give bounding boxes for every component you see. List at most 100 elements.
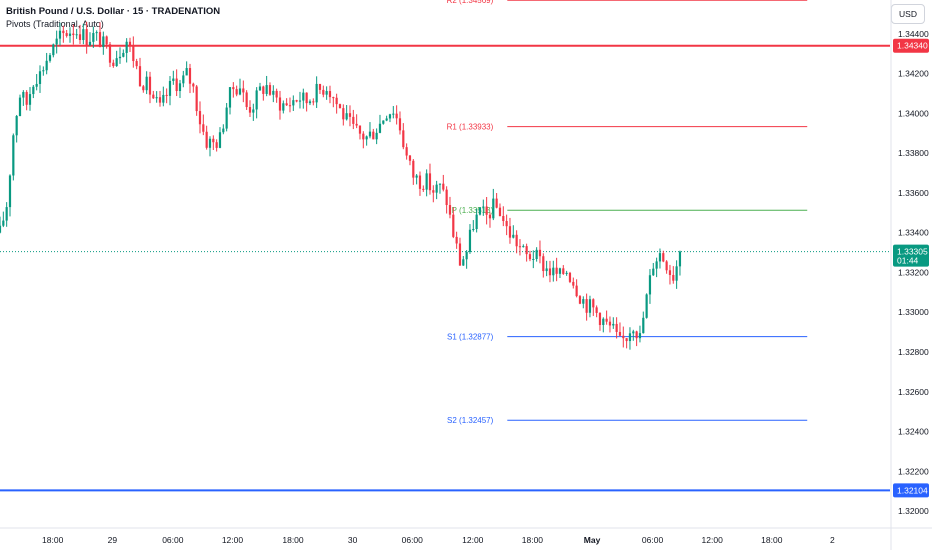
price-tag-bg xyxy=(893,38,929,53)
candle-body xyxy=(292,100,295,106)
candle-body xyxy=(198,111,202,125)
candle-body xyxy=(495,198,498,208)
candle-body xyxy=(602,318,605,325)
candle-body xyxy=(142,86,145,91)
candle-body xyxy=(362,133,365,140)
candle-body xyxy=(242,88,245,93)
x-tick-label: 06:00 xyxy=(402,535,424,545)
candle-body xyxy=(252,109,255,113)
candle-body xyxy=(472,229,475,231)
candle-body xyxy=(618,331,622,336)
candle-body xyxy=(658,253,662,262)
candle-body xyxy=(22,91,25,98)
candle-body xyxy=(395,113,398,119)
candle-body xyxy=(98,32,102,48)
x-tick-label: 12:00 xyxy=(462,535,484,545)
candle-body xyxy=(435,184,438,193)
candle-body xyxy=(372,131,375,140)
candle-body xyxy=(122,52,125,57)
candle-body xyxy=(158,97,162,103)
candle-body xyxy=(58,30,62,39)
candle-body xyxy=(455,236,458,244)
candle-body xyxy=(128,41,132,46)
x-tick-label: May xyxy=(584,535,601,545)
candle-body xyxy=(438,183,442,185)
x-tick-label: 12:00 xyxy=(222,535,244,545)
pivot-level-label-r1: R1 (1.33933) xyxy=(447,123,494,132)
candle-body xyxy=(262,86,265,94)
candle-body xyxy=(518,246,522,248)
candle-body xyxy=(405,147,408,156)
candle-body xyxy=(402,130,405,148)
pivot-level-label-s2: S2 (1.32457) xyxy=(447,416,494,425)
candle-body xyxy=(315,83,318,103)
candle-body xyxy=(172,78,175,81)
candle-body xyxy=(0,225,2,233)
y-tick-label: 1.34400 xyxy=(898,29,929,39)
candle-body xyxy=(248,107,252,113)
y-tick-label: 1.32600 xyxy=(898,387,929,397)
candle-body xyxy=(635,331,638,339)
candle-body xyxy=(535,249,538,260)
candle-body xyxy=(212,138,215,143)
pivot-level-label-s1: S1 (1.32877) xyxy=(447,333,494,342)
candle-body xyxy=(332,97,335,99)
candle-body xyxy=(215,142,218,148)
candle-body xyxy=(612,323,615,326)
candle-body xyxy=(572,281,575,286)
candle-body xyxy=(208,138,212,148)
candle-body xyxy=(525,246,528,255)
x-tick-label: 18:00 xyxy=(42,535,64,545)
candle-body xyxy=(412,160,415,178)
candle-body xyxy=(102,36,105,48)
candle-body xyxy=(152,94,155,99)
y-tick-label: 1.33800 xyxy=(898,148,929,158)
candle-body xyxy=(638,333,642,339)
candle-body xyxy=(582,299,585,304)
candle-body xyxy=(255,90,258,110)
candle-body xyxy=(162,94,165,103)
indicator-label[interactable]: Pivots (Traditional, Auto) xyxy=(6,19,104,29)
candle-body xyxy=(565,272,568,274)
candle-body xyxy=(182,75,185,84)
candle-body xyxy=(45,60,48,71)
candle-body xyxy=(62,30,65,34)
candle-body xyxy=(555,267,558,274)
candle-body xyxy=(422,188,425,190)
candle-body xyxy=(545,268,548,272)
candle-body xyxy=(512,234,515,238)
candle-body xyxy=(92,33,95,42)
candle-body xyxy=(665,261,668,271)
candle-body xyxy=(442,183,445,190)
candle-body xyxy=(265,85,268,94)
candle-body xyxy=(508,226,512,238)
candle-body xyxy=(432,190,435,193)
candle-body xyxy=(478,207,482,215)
y-tick-label: 1.32800 xyxy=(898,347,929,357)
candle-body xyxy=(65,33,68,36)
x-tick-label: 12:00 xyxy=(702,535,724,545)
candle-body xyxy=(552,267,555,276)
candle-body xyxy=(345,113,348,120)
candle-body xyxy=(5,207,8,221)
current-price-tag-bg xyxy=(893,244,929,267)
candle-body xyxy=(68,33,72,36)
candle-body xyxy=(218,132,222,148)
x-tick-label: 29 xyxy=(108,535,118,545)
candle-body xyxy=(465,251,468,260)
candle-body xyxy=(235,89,238,95)
candle-body xyxy=(312,101,315,103)
candle-body xyxy=(445,189,448,206)
candle-body xyxy=(278,97,282,111)
candle-body xyxy=(388,114,392,119)
candle-body xyxy=(675,266,678,281)
candle-body xyxy=(78,34,82,41)
candle-body xyxy=(195,86,198,112)
candle-body xyxy=(135,61,138,67)
candle-body xyxy=(548,268,552,276)
candle-body xyxy=(145,76,148,91)
candle-body xyxy=(192,83,195,87)
candle-body xyxy=(118,56,122,59)
price-tag-bg xyxy=(893,483,929,498)
